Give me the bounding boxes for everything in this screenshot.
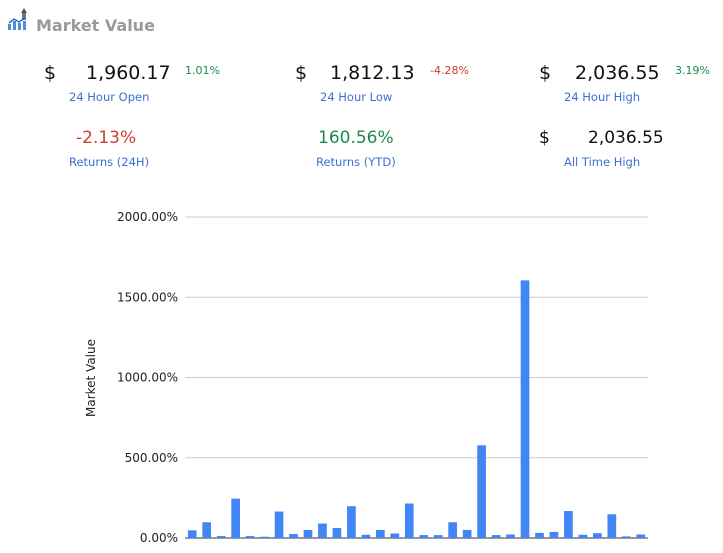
low-change: -4.28%	[430, 64, 469, 77]
chart-bar[interactable]	[375, 529, 385, 538]
currency-symbol: $	[539, 128, 550, 148]
chart-bar[interactable]	[390, 533, 400, 538]
low-label: 24 Hour Low	[320, 90, 393, 104]
y-tick-label: 2000.00%	[117, 210, 178, 224]
stat-all-time-high: $ 2,036.55 All Time High	[539, 128, 719, 173]
chart-bar[interactable]	[433, 535, 443, 538]
chart-bar[interactable]	[347, 506, 356, 538]
ath-value: 2,036.55	[588, 128, 664, 148]
chart-bar[interactable]	[274, 511, 284, 538]
chart-bar[interactable]	[477, 445, 486, 538]
app-header: Market Value	[6, 6, 406, 42]
open-change: 1.01%	[185, 64, 220, 77]
currency-symbol: $	[44, 62, 57, 84]
stat-returns-ytd: 160.56% Returns (YTD)	[310, 128, 420, 173]
chart-bar[interactable]	[289, 533, 298, 538]
chart-bar[interactable]	[303, 529, 313, 538]
chart-bar[interactable]	[202, 522, 212, 538]
currency-symbol: $	[295, 62, 308, 84]
chart-y-ticks: 0.00% 500.00% 1000.00% 1500.00% 2000.00%	[117, 210, 178, 545]
chart-gridlines	[185, 216, 648, 539]
returns-24h-label: Returns (24H)	[69, 155, 150, 169]
chart-bars	[187, 280, 646, 538]
chart-bar[interactable]	[564, 511, 573, 538]
y-axis-label: Market Value	[84, 339, 98, 417]
returns-24h-value: -2.13%	[76, 128, 137, 148]
high-value: 2,036.55	[575, 62, 660, 84]
returns-ytd-label: Returns (YTD)	[316, 155, 396, 169]
returns-ytd-value: 160.56%	[318, 128, 394, 148]
y-tick-label: 1500.00%	[117, 290, 178, 304]
chart-bar[interactable]	[187, 530, 197, 538]
y-tick-label: 500.00%	[125, 451, 178, 465]
open-label: 24 Hour Open	[69, 90, 150, 104]
chart-bar[interactable]	[535, 532, 544, 538]
ath-label: All Time High	[564, 155, 641, 169]
open-value: 1,960.17	[86, 62, 171, 84]
chart-bar[interactable]	[462, 529, 472, 538]
chart-bar[interactable]	[593, 533, 602, 538]
chart-bar[interactable]	[621, 536, 631, 538]
chart-bar[interactable]	[260, 536, 269, 538]
chart-rocket-icon	[8, 8, 27, 30]
app-title: Market Value	[36, 16, 155, 35]
chart-bar[interactable]	[448, 522, 458, 538]
market-value-chart: 0.00% 500.00% 1000.00% 1500.00% 2000.00% Mar…	[84, 210, 648, 545]
stat-24h-open: $ 1,960.17 1.01% 24 Hour Open	[44, 60, 234, 110]
chart-bar[interactable]	[231, 498, 240, 538]
chart-bar[interactable]	[506, 534, 515, 538]
stat-24h-high: $ 2,036.55 3.19% 24 Hour High	[539, 60, 719, 110]
stat-24h-low: $ 1,812.13 -4.28% 24 Hour Low	[295, 60, 485, 110]
y-tick-label: 1000.00%	[117, 371, 178, 385]
low-value: 1,812.13	[330, 62, 415, 84]
chart-bar[interactable]	[607, 514, 617, 538]
high-change: 3.19%	[675, 64, 710, 77]
chart-bar[interactable]	[332, 528, 342, 538]
y-tick-label: 0.00%	[140, 531, 178, 545]
stat-returns-24h: -2.13% Returns (24H)	[60, 128, 170, 173]
chart-bar[interactable]	[404, 503, 414, 538]
high-label: 24 Hour High	[564, 90, 641, 104]
chart-bar[interactable]	[491, 535, 501, 538]
chart-bar[interactable]	[318, 523, 327, 538]
chart-bar[interactable]	[520, 280, 530, 538]
chart-bar[interactable]	[636, 534, 646, 538]
chart-bar[interactable]	[419, 535, 429, 538]
currency-symbol: $	[539, 62, 552, 84]
chart-bar[interactable]	[361, 534, 371, 538]
chart-bar[interactable]	[549, 531, 559, 538]
chart-bar[interactable]	[578, 534, 588, 538]
chart-bar[interactable]	[245, 536, 255, 538]
chart-bar[interactable]	[216, 536, 226, 538]
